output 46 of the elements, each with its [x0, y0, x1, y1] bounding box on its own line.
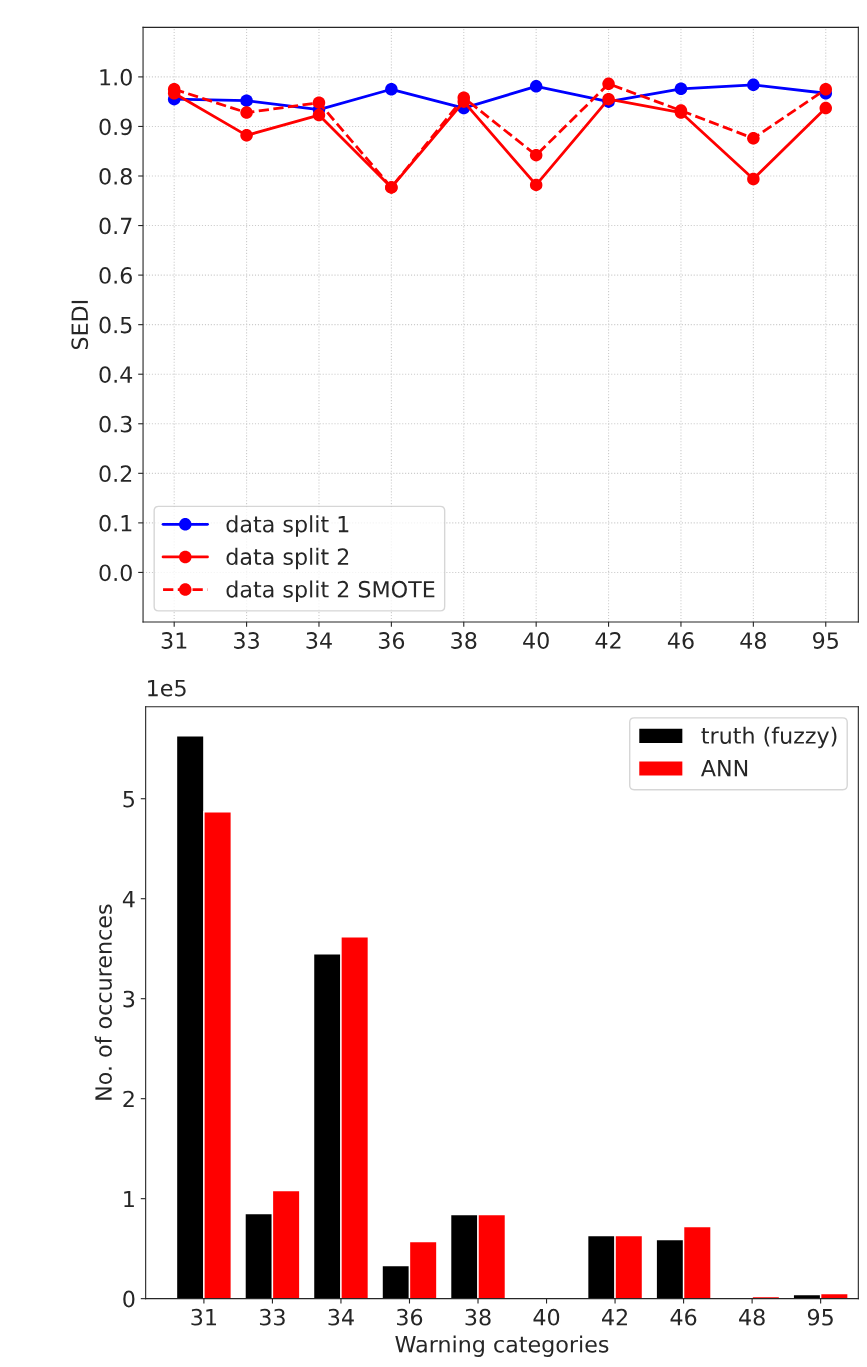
legend-label: truth (fuzzy) — [701, 726, 837, 749]
x-tick-label: 33 — [259, 1308, 285, 1326]
text: 1e5 — [148, 680, 186, 697]
x-tick-label: 33 — [234, 632, 259, 649]
x-tick-label: 31 — [161, 632, 187, 649]
legend-label: data split 2 — [226, 547, 349, 570]
x-tick-label: 46 — [670, 1308, 697, 1326]
x-tick-label: 38 — [465, 1308, 491, 1326]
x-tick-label: 48 — [740, 632, 766, 649]
y-tick-label: 5 — [123, 790, 134, 808]
y-tick-label: 0 — [123, 1290, 135, 1308]
x-tick-label: 40 — [523, 632, 549, 649]
x-tick-label: 42 — [602, 1308, 627, 1326]
y-tick-label: 0.8 — [99, 167, 132, 185]
legend-label: ANN — [700, 760, 748, 777]
x-tick-label: 48 — [739, 1308, 765, 1326]
y-tick-label: 0.6 — [99, 267, 132, 284]
y-tick-label: 0.3 — [99, 415, 132, 433]
x-tick-label: 31 — [191, 1308, 216, 1326]
x-tick-label: 40 — [533, 1308, 560, 1326]
legend-label: data split 1 — [226, 515, 349, 537]
y-tick-label: 0.4 — [99, 366, 133, 383]
x-tick-label: 36 — [397, 1308, 423, 1326]
x-tick-label: 42 — [595, 632, 621, 649]
x-tick-label: 95 — [807, 1308, 833, 1326]
y-tick-label: 0.7 — [99, 217, 132, 235]
x-tick-label: 34 — [328, 1308, 354, 1326]
y-tick-label: 0.9 — [99, 118, 132, 136]
y-tick-label: 0.1 — [99, 514, 132, 532]
y-tick-label: 2 — [123, 1090, 134, 1108]
y-tick-label: 0.2 — [99, 465, 132, 483]
x-tick-label: 36 — [378, 632, 405, 649]
x-tick-label: 46 — [667, 632, 694, 649]
y-tick-label: 4 — [122, 890, 135, 908]
legend-label: data split 2 SMOTE — [226, 580, 435, 602]
x-tick-label: 95 — [813, 632, 838, 649]
x-axis-title: Warning categories — [395, 1335, 609, 1357]
y-tick-label: 0.5 — [99, 316, 132, 334]
x-tick-label: 38 — [451, 632, 477, 649]
x-tick-label: 34 — [306, 632, 332, 649]
y-axis-title: SEDI — [71, 300, 89, 350]
y-axis-title: No. of occurences — [94, 904, 112, 1100]
y-tick-label: 1 — [124, 1190, 134, 1208]
y-tick-label: 1.0 — [100, 68, 132, 86]
y-tick-label: 0.0 — [99, 564, 132, 582]
y-tick-label: 3 — [123, 990, 135, 1008]
